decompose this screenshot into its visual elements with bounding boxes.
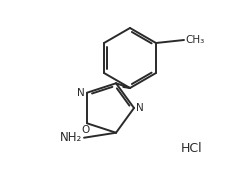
- Text: N: N: [136, 103, 144, 113]
- Text: O: O: [82, 125, 90, 135]
- Text: HCl: HCl: [181, 141, 203, 155]
- Text: NH₂: NH₂: [60, 131, 82, 144]
- Text: CH₃: CH₃: [185, 35, 204, 45]
- Text: N: N: [77, 88, 85, 98]
